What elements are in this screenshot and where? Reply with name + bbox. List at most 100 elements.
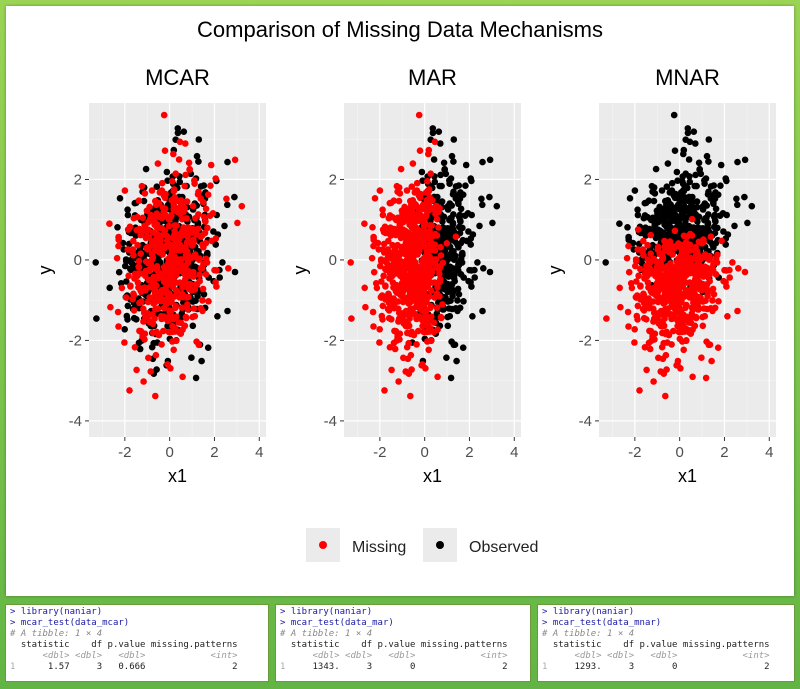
data-point-missing	[665, 331, 673, 339]
data-point-missing	[651, 336, 658, 343]
data-point-missing	[207, 182, 214, 189]
data-point-missing	[197, 305, 205, 312]
data-point-observed	[453, 357, 460, 365]
data-point-missing	[646, 327, 653, 335]
data-point-missing	[147, 258, 154, 265]
data-point-missing	[394, 298, 402, 305]
data-point-missing	[182, 275, 189, 283]
data-point-missing	[130, 252, 137, 259]
data-point-missing	[395, 197, 403, 205]
data-point-missing	[389, 241, 396, 249]
data-point-missing	[645, 304, 653, 312]
data-point-missing	[653, 263, 661, 271]
data-point-missing	[695, 238, 703, 246]
data-point-missing	[632, 262, 639, 270]
console-comment: # A tibble: 1 × 4	[280, 629, 373, 639]
data-point-missing	[151, 247, 159, 254]
data-point-missing	[647, 250, 654, 257]
console-types: <dbl> <dbl> <dbl> <int>	[10, 651, 238, 661]
data-point-observed	[674, 177, 681, 184]
x-axis-label: x1	[168, 466, 187, 486]
data-point-observed	[450, 211, 457, 218]
console-mcar: > library(naniar) > mcar_test(data_mcar)…	[5, 604, 269, 682]
data-point-observed	[204, 344, 212, 352]
data-point-missing	[208, 237, 215, 245]
data-point-observed	[124, 302, 132, 310]
data-point-missing	[423, 328, 431, 336]
data-point-missing	[194, 225, 202, 233]
data-point-missing	[416, 272, 423, 280]
data-point-missing	[382, 283, 389, 290]
data-point-missing	[135, 263, 143, 271]
data-point-observed	[192, 374, 200, 382]
data-point-missing	[653, 293, 661, 300]
data-point-missing	[176, 138, 184, 146]
data-point-observed	[462, 182, 469, 189]
data-point-missing	[379, 246, 387, 253]
data-point-missing	[205, 298, 212, 305]
data-point-missing	[161, 227, 169, 235]
data-point-observed	[180, 128, 188, 135]
data-point-missing	[677, 252, 685, 259]
data-point-observed	[685, 222, 693, 230]
data-point-observed	[692, 171, 699, 179]
data-point-observed	[665, 211, 672, 219]
data-point-missing	[410, 202, 418, 209]
data-point-missing	[156, 240, 163, 248]
data-point-observed	[699, 229, 706, 236]
data-point-observed	[200, 182, 208, 189]
data-point-observed	[195, 158, 202, 165]
data-point-missing	[165, 292, 173, 300]
data-point-missing	[712, 271, 720, 278]
data-point-missing	[164, 361, 171, 368]
y-tick-label: 2	[329, 171, 337, 188]
data-point-missing	[133, 366, 140, 374]
data-point-observed	[744, 219, 751, 227]
data-point-observed	[734, 158, 741, 166]
x-tick-label: 0	[675, 444, 683, 461]
data-point-missing	[408, 273, 416, 281]
data-point-missing	[415, 313, 423, 320]
data-point-missing	[165, 222, 173, 230]
data-point-observed	[486, 268, 494, 276]
data-point-observed	[446, 268, 453, 275]
data-point-observed	[731, 222, 738, 230]
data-point-missing	[676, 335, 684, 343]
data-point-missing	[637, 265, 644, 273]
data-point-missing	[689, 373, 696, 381]
data-point-missing	[177, 330, 185, 338]
data-point-missing	[426, 227, 433, 235]
x-tick-label: 4	[510, 444, 518, 461]
data-point-observed	[685, 156, 693, 163]
data-point-observed	[634, 211, 642, 219]
data-point-missing	[154, 160, 162, 167]
data-point-missing	[452, 233, 460, 240]
legend: Missing Observed	[306, 528, 538, 562]
data-point-missing	[361, 284, 369, 292]
data-point-observed	[439, 232, 446, 239]
data-point-missing	[663, 273, 671, 281]
y-tick-label: -2	[579, 332, 592, 349]
data-point-missing	[199, 285, 207, 293]
data-point-missing	[419, 201, 427, 209]
data-point-missing	[388, 265, 395, 272]
data-point-observed	[701, 200, 709, 207]
data-point-missing	[431, 138, 439, 146]
data-point-missing	[603, 315, 610, 322]
data-point-missing	[423, 257, 431, 265]
data-point-missing	[627, 280, 635, 287]
data-point-observed	[680, 146, 688, 154]
data-point-missing	[631, 339, 638, 346]
data-point-missing	[396, 330, 404, 338]
data-point-observed	[461, 212, 469, 219]
data-point-missing	[368, 254, 376, 262]
data-point-missing	[168, 257, 176, 265]
data-point-observed	[132, 232, 140, 239]
panel-mar: -2 0 2 4 2 0 -2 -4 MAR x1 y	[290, 65, 521, 486]
data-point-missing	[635, 272, 642, 280]
data-point-missing	[204, 191, 212, 198]
data-point-missing	[700, 238, 707, 246]
data-point-missing	[173, 269, 181, 276]
data-point-missing	[428, 233, 436, 240]
data-point-observed	[659, 205, 667, 213]
